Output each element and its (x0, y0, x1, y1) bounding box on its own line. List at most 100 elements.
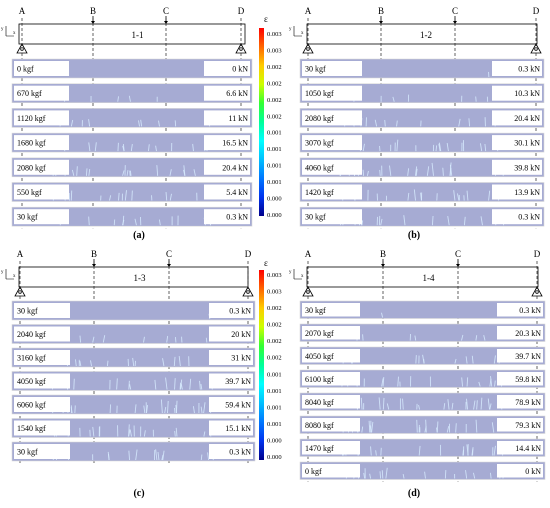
specimen-row: 1120 kgf 11 kN (11, 108, 253, 128)
load-arrowhead-icon (381, 264, 385, 267)
specimen-row: 30 kgf 0.3 kN (299, 300, 546, 319)
crack-mark (200, 454, 203, 461)
crack-mark (146, 404, 149, 414)
crack-mark (463, 216, 466, 226)
load-kgf-label: 30 kgf (17, 448, 38, 457)
crack-mark (183, 165, 186, 176)
crack-mark (129, 429, 132, 437)
load-kn-box (497, 418, 543, 432)
crack-mark (203, 431, 206, 437)
crack-mark (473, 472, 476, 479)
crack-mark (165, 377, 168, 390)
point-label-a: A (19, 6, 26, 16)
crack-mark (468, 118, 471, 127)
point-label-c: C (166, 249, 172, 259)
crack-mark (178, 356, 181, 367)
load-kgf-box (302, 61, 362, 76)
crack-mark (94, 142, 97, 152)
load-kgf-label: 2070 kgf (305, 329, 334, 338)
crack-mark (370, 446, 372, 456)
load-kn-box (492, 135, 542, 151)
load-kgf-box (302, 418, 360, 432)
crack-mark (389, 165, 392, 176)
load-kn-box (209, 444, 253, 459)
colorbar-bottom-tick-label: 0.002 (267, 338, 282, 345)
load-kn-label: 20 kN (231, 330, 251, 339)
colorbar-top-symbol: ε (264, 14, 268, 24)
load-kgf-label: 1680 kgf (17, 139, 46, 148)
crack-mark (192, 143, 194, 152)
crack-mark (446, 426, 450, 433)
load-kgf-box (302, 110, 362, 126)
load-kgf-label: 30 kgf (305, 65, 326, 74)
load-kn-label: 59.8 kN (515, 375, 541, 384)
crack-mark (131, 190, 133, 201)
load-kgf-label: 4050 kgf (305, 352, 334, 361)
specimen-row: 0 kgf 0 kN (11, 58, 253, 79)
crack-mark (102, 335, 106, 343)
crack-mark (425, 419, 427, 433)
crack-mark (465, 356, 468, 364)
colorbar-top-tick-label: 0.001 (267, 163, 282, 170)
crack-mark (371, 421, 374, 433)
load-kn-box (204, 159, 250, 175)
colorbar-top-tick-label: 0.000 (267, 212, 282, 219)
crack-mark (132, 357, 135, 367)
crack-mark (155, 145, 157, 152)
crack-mark (162, 450, 165, 461)
crack-mark (106, 360, 109, 367)
panel-label: (a) (133, 230, 145, 241)
crack-mark (134, 404, 137, 414)
beam-schematic (306, 23, 538, 45)
crack-mark (126, 170, 129, 176)
load-kn-box (204, 110, 250, 126)
crack-mark (122, 144, 125, 152)
load-kn-box (204, 85, 250, 101)
load-kgf-box (14, 85, 69, 101)
crack-mark (361, 220, 364, 226)
crack-mark (443, 403, 446, 410)
crack-mark (449, 167, 452, 176)
crack-mark (162, 358, 165, 367)
crack-mark (447, 399, 450, 410)
panel-label: (d) (408, 488, 420, 499)
load-kn-label: 13.9 kN (514, 188, 540, 197)
load-arrowhead-icon (92, 264, 96, 267)
load-kgf-box (302, 395, 360, 409)
load-arrowhead-icon (453, 21, 457, 24)
crack-mark (207, 452, 210, 461)
load-kgf-box (302, 441, 360, 455)
load-kgf-box (302, 159, 362, 175)
load-kn-box (209, 397, 253, 412)
load-arrowhead-icon (91, 21, 95, 24)
load-kn-label: 0.3 kN (226, 213, 248, 222)
crack-mark (169, 169, 172, 176)
specimen-row: 3070 kgf 30.1 kN (299, 132, 545, 153)
load-kn-box (209, 420, 253, 436)
crack-mark (381, 312, 384, 318)
axis-arrows-icon (5, 26, 14, 37)
load-kn-box (492, 85, 542, 101)
load-kn-label: 59.4 kN (225, 401, 251, 410)
axis-y-label: y (1, 270, 4, 275)
crack-mark (166, 335, 169, 343)
crack-mark (129, 170, 132, 176)
specimen-strip (11, 58, 253, 79)
load-kn-box (492, 110, 542, 126)
load-kn-box (209, 350, 253, 365)
colorbar-bottom-tick-label: 0.002 (267, 322, 282, 329)
colorbar-bottom-tick-label: 0.000 (267, 454, 282, 461)
specimen-row: 30 kgf 0.3 kN (299, 58, 545, 79)
load-kgf-box (302, 326, 360, 340)
load-kgf-box (14, 159, 69, 175)
specimen-row: 2040 kgf 20 kN (11, 324, 256, 344)
crack-mark (489, 403, 492, 410)
crack-mark (156, 165, 159, 176)
crack-mark (386, 403, 390, 410)
point-label-d: D (238, 6, 245, 16)
point-label-c: C (452, 6, 458, 16)
specimen-row: 30 kgf 0.3 kN (11, 300, 256, 321)
crack-mark (466, 398, 469, 410)
crack-mark (396, 139, 399, 152)
point-label-d: D (245, 249, 252, 259)
